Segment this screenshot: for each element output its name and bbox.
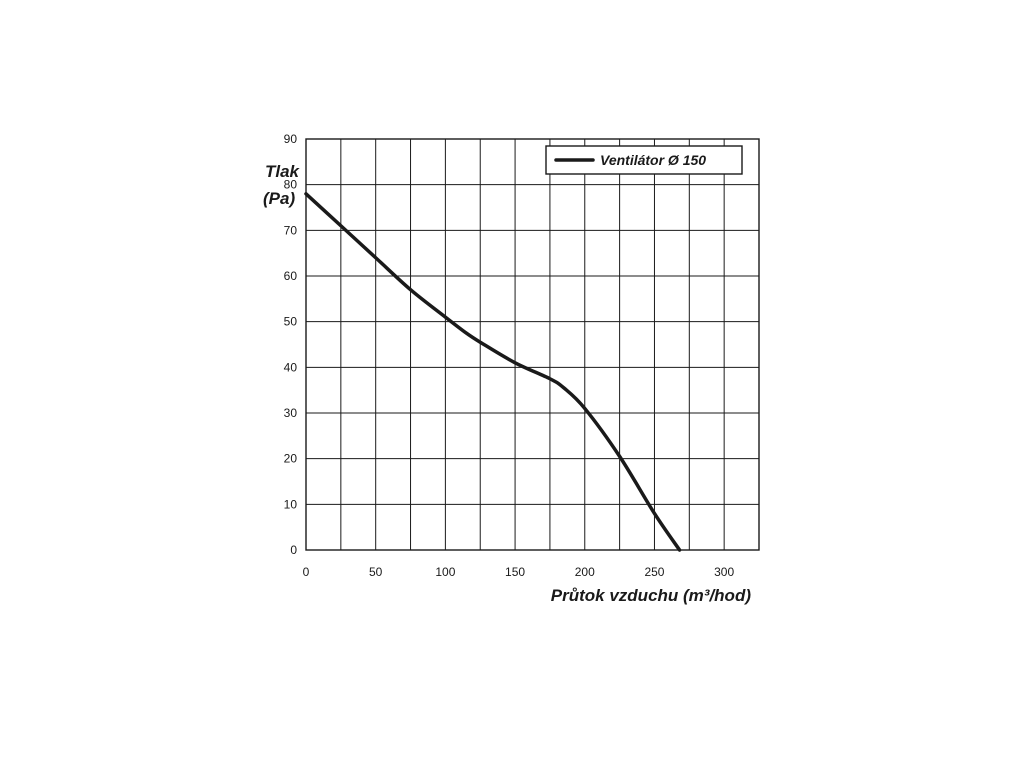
y-tick-label: 30 — [284, 406, 298, 420]
y-tick-label: 70 — [284, 223, 298, 237]
tick-labels: 0 50 100 150 200 250 300 0 10 20 30 40 50 60 70 80 90 — [284, 132, 735, 579]
plot-area — [306, 139, 759, 550]
y-tick-label: 0 — [290, 543, 297, 557]
x-tick-label: 250 — [644, 565, 664, 579]
y-tick-label: 10 — [284, 497, 298, 511]
x-axis-title: Průtok vzduchu (m³/hod) — [551, 586, 752, 605]
x-tick-label: 150 — [505, 565, 525, 579]
y-tick-label: 20 — [284, 452, 298, 466]
x-tick-label: 300 — [714, 565, 734, 579]
x-tick-label: 200 — [575, 565, 595, 579]
legend-label: Ventilátor Ø 150 — [600, 152, 706, 168]
y-axis-title-line1: Tlak — [265, 162, 301, 181]
y-tick-label: 50 — [284, 315, 298, 329]
plot-frame — [305, 138, 760, 551]
y-tick-label: 80 — [284, 178, 298, 192]
y-tick-label: 90 — [284, 132, 298, 146]
series — [304, 192, 682, 552]
grid — [306, 139, 759, 550]
x-tick-label: 50 — [369, 565, 383, 579]
x-tick-label: 100 — [435, 565, 455, 579]
y-tick-label: 40 — [284, 360, 298, 374]
x-tick-label: 0 — [303, 565, 310, 579]
legend: Ventilátor Ø 150 — [545, 145, 743, 175]
series-line — [304, 192, 682, 552]
y-axis-title-line2: (Pa) — [263, 189, 295, 208]
y-tick-label: 60 — [284, 269, 298, 283]
